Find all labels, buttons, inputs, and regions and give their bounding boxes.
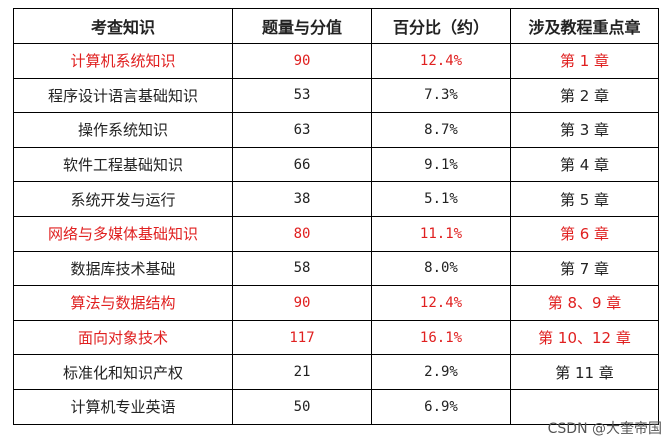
table-row: 标准化和知识产权 21 2.9% 第 11 章	[13, 354, 659, 390]
cell-percent: 8.0%	[371, 250, 511, 287]
cell-percent: 12.4%	[371, 43, 511, 79]
cell-percent: 12.4%	[371, 285, 511, 321]
table-header-row: 考查知识 题量与分值 百分比（约） 涉及教程重点章	[13, 8, 659, 44]
exam-knowledge-table: 考查知识 题量与分值 百分比（约） 涉及教程重点章 计算机系统知识 90 12.4%…	[13, 8, 659, 425]
cell-chapter: 第 7 章	[510, 250, 659, 287]
header-topic: 考查知识	[13, 8, 233, 44]
cell-chapter: 第 1 章	[510, 43, 659, 79]
cell-chapter: 第 4 章	[510, 146, 659, 183]
cell-percent: 5.1%	[371, 181, 511, 217]
table-row: 数据库技术基础 58 8.0% 第 7 章	[13, 250, 659, 287]
cell-chapter: 第 10、12 章	[510, 319, 659, 356]
cell-chapter: 第 8、9 章	[510, 285, 659, 321]
cell-topic: 网络与多媒体基础知识	[13, 215, 233, 252]
cell-topic: 程序设计语言基础知识	[13, 77, 233, 114]
table-row: 程序设计语言基础知识 53 7.3% 第 2 章	[13, 77, 659, 114]
header-percent: 百分比（约）	[371, 8, 511, 44]
cell-percent: 9.1%	[371, 146, 511, 183]
cell-topic: 标准化和知识产权	[13, 354, 233, 390]
cell-chapter: 第 11 章	[510, 354, 659, 390]
cell-percent: 8.7%	[371, 112, 511, 148]
cell-percent: 6.9%	[371, 388, 511, 425]
table-row: 系统开发与运行 38 5.1% 第 5 章	[13, 181, 659, 217]
cell-topic: 软件工程基础知识	[13, 146, 233, 183]
csdn-watermark: CSDN @大奎帝国	[547, 421, 662, 437]
cell-percent: 2.9%	[371, 354, 511, 390]
table-row: 计算机系统知识 90 12.4% 第 1 章	[13, 43, 659, 79]
cell-score: 90	[232, 285, 372, 321]
cell-topic: 计算机专业英语	[13, 388, 233, 425]
cell-chapter: 第 5 章	[510, 181, 659, 217]
cell-score: 90	[232, 43, 372, 79]
cell-chapter: 第 3 章	[510, 112, 659, 148]
cell-percent: 7.3%	[371, 77, 511, 114]
cell-topic: 面向对象技术	[13, 319, 233, 356]
cell-topic: 系统开发与运行	[13, 181, 233, 217]
cell-score: 80	[232, 215, 372, 252]
table-row: 网络与多媒体基础知识 80 11.1% 第 6 章	[13, 215, 659, 252]
cell-score: 38	[232, 181, 372, 217]
cell-score: 117	[232, 319, 372, 356]
cell-score: 58	[232, 250, 372, 287]
cell-chapter: 第 2 章	[510, 77, 659, 114]
cell-topic: 操作系统知识	[13, 112, 233, 148]
cell-score: 66	[232, 146, 372, 183]
cell-percent: 16.1%	[371, 319, 511, 356]
header-score: 题量与分值	[232, 8, 372, 44]
exam-table-container: 考查知识 题量与分值 百分比（约） 涉及教程重点章 计算机系统知识 90 12.4%…	[13, 8, 659, 425]
table-row: 操作系统知识 63 8.7% 第 3 章	[13, 112, 659, 148]
cell-topic: 算法与数据结构	[13, 285, 233, 321]
header-chapter: 涉及教程重点章	[510, 8, 659, 44]
cell-percent: 11.1%	[371, 215, 511, 252]
table-row: 计算机专业英语 50 6.9%	[13, 388, 659, 425]
cell-score: 50	[232, 388, 372, 425]
table-row: 软件工程基础知识 66 9.1% 第 4 章	[13, 146, 659, 183]
cell-score: 21	[232, 354, 372, 390]
cell-score: 53	[232, 77, 372, 114]
cell-topic: 计算机系统知识	[13, 43, 233, 79]
cell-score: 63	[232, 112, 372, 148]
cell-topic: 数据库技术基础	[13, 250, 233, 287]
table-row: 算法与数据结构 90 12.4% 第 8、9 章	[13, 285, 659, 321]
cell-chapter: 第 6 章	[510, 215, 659, 252]
cell-chapter	[510, 388, 659, 425]
table-row: 面向对象技术 117 16.1% 第 10、12 章	[13, 319, 659, 356]
